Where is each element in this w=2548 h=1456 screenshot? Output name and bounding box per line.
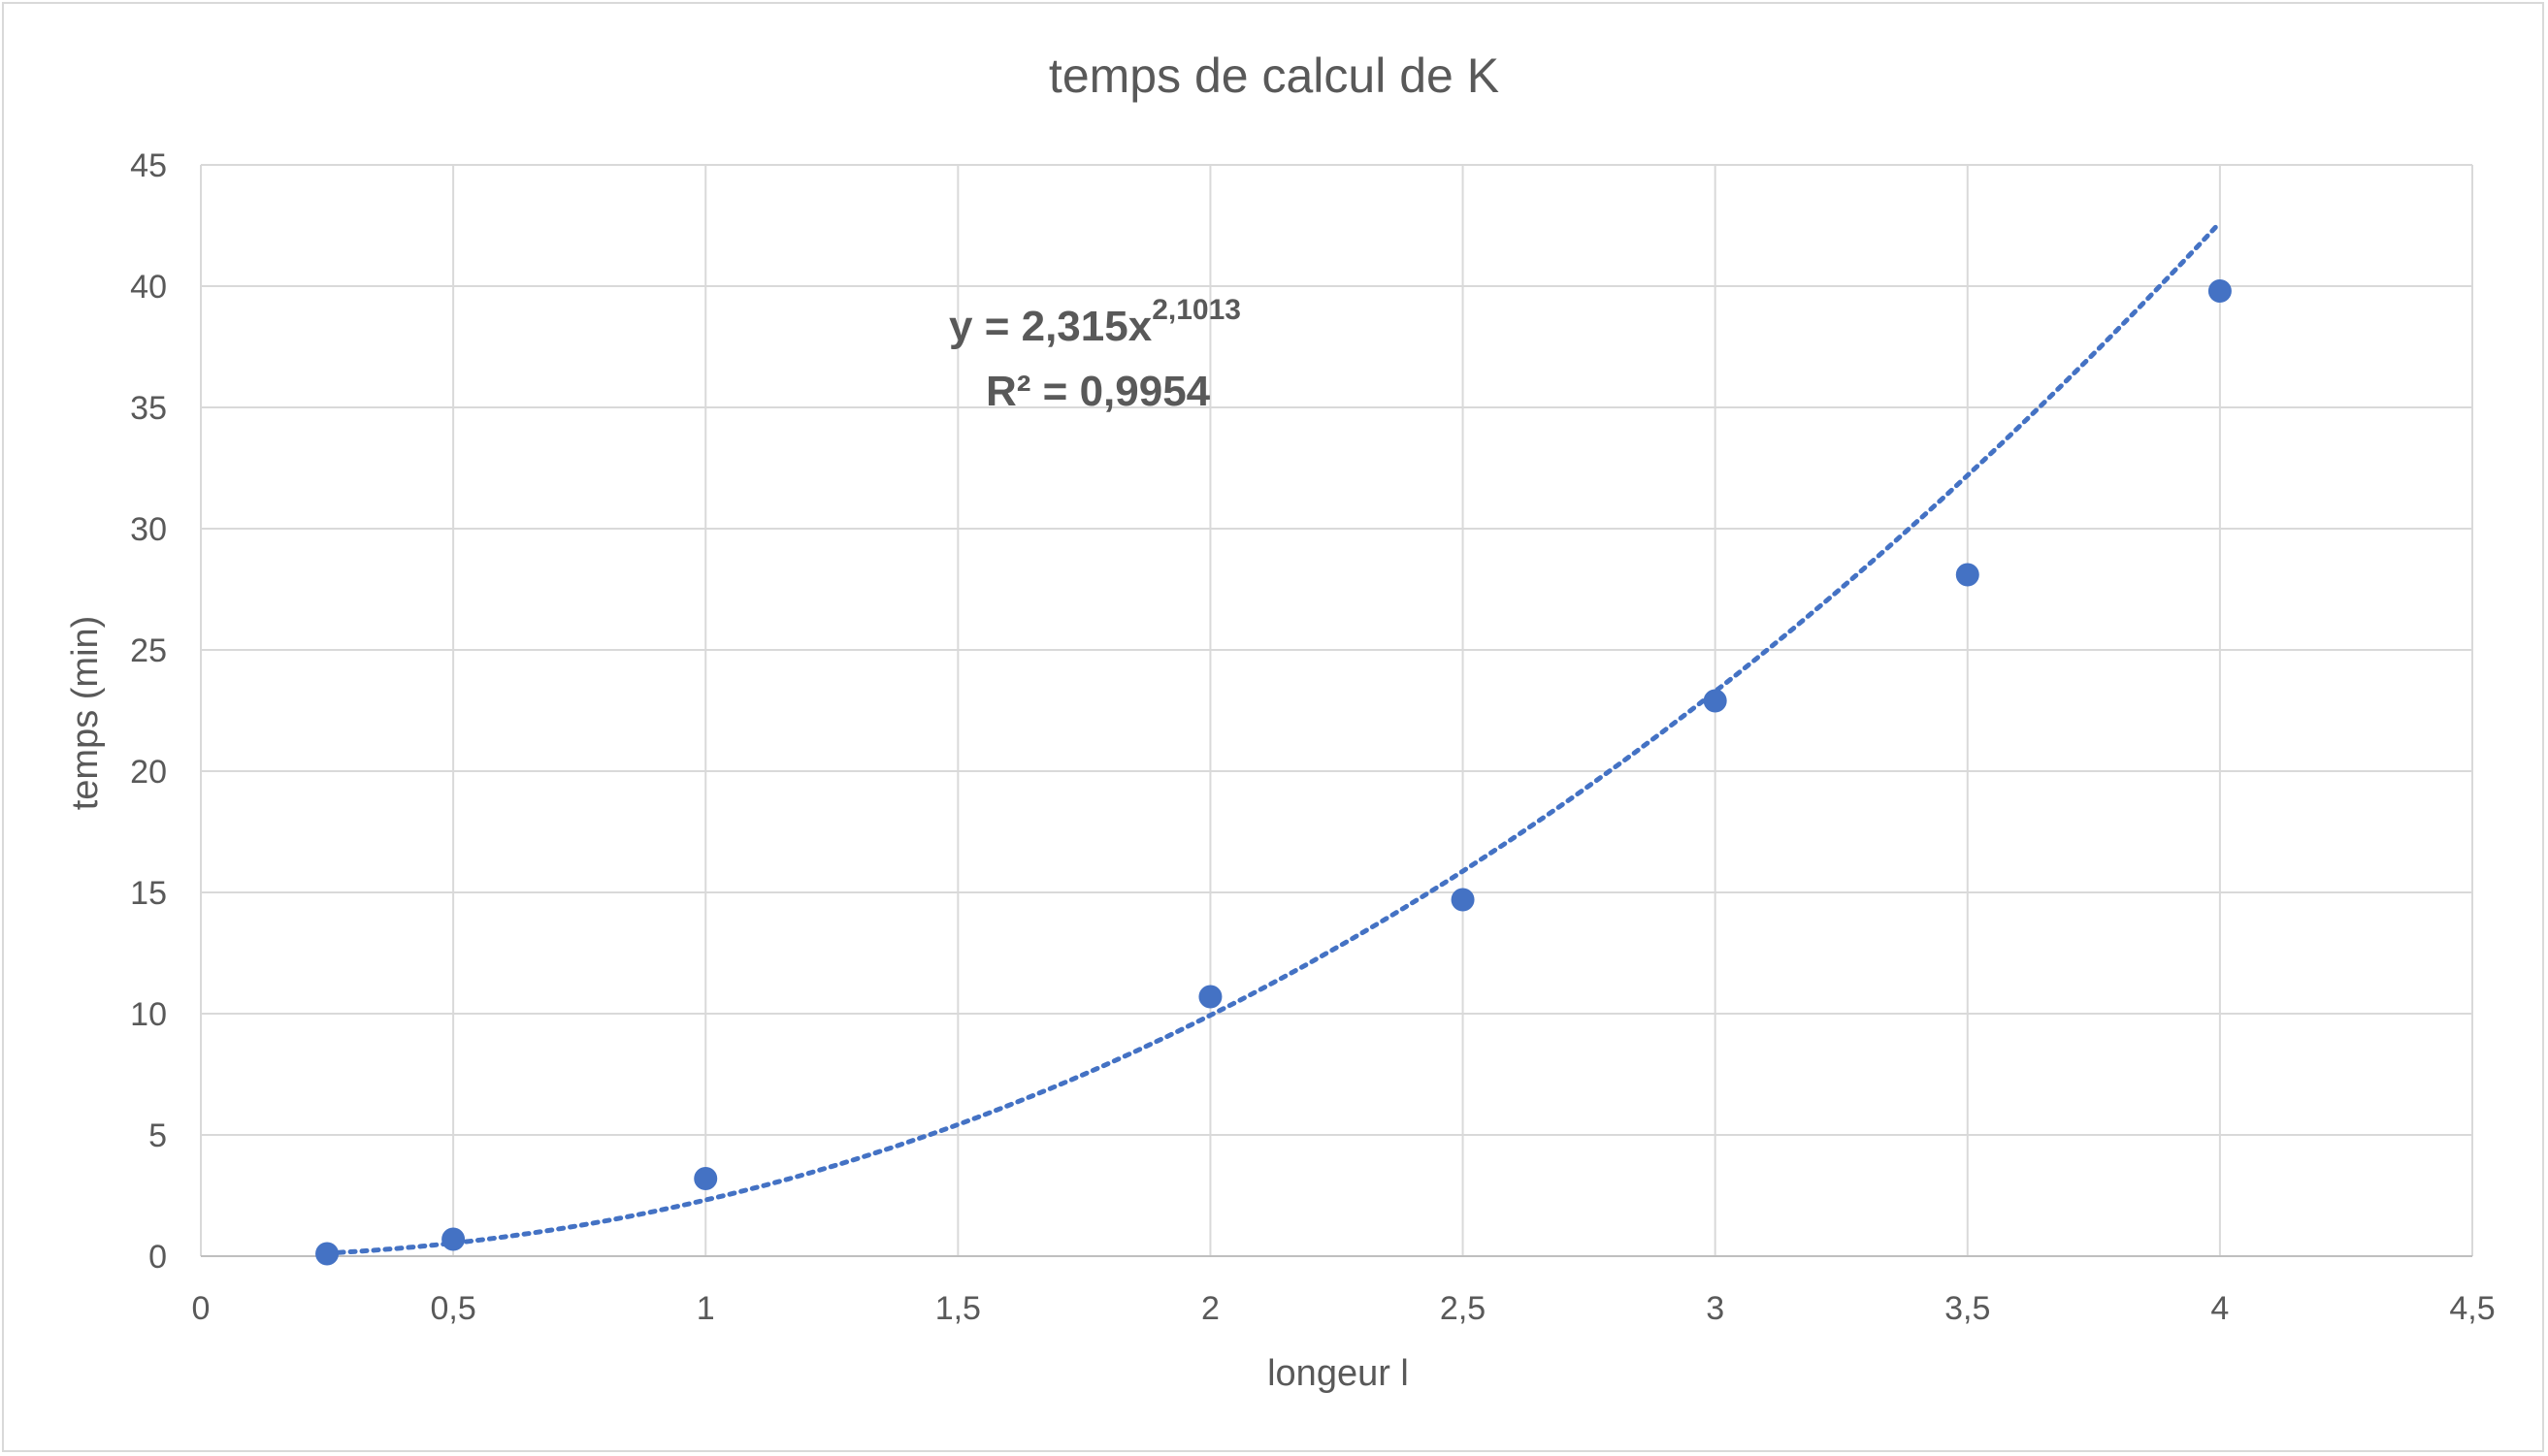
x-tick-label: 4 bbox=[2210, 1290, 2229, 1327]
data-points bbox=[315, 279, 2232, 1266]
x-tick-label: 0 bbox=[192, 1290, 211, 1327]
x-tick-label: 3,5 bbox=[1944, 1290, 1990, 1327]
y-tick-label: 20 bbox=[130, 754, 167, 791]
data-point bbox=[1703, 689, 1727, 713]
y-tick-label: 10 bbox=[130, 996, 167, 1033]
x-tick-label: 2,5 bbox=[1440, 1290, 1486, 1327]
x-axis-title: longeur l bbox=[1267, 1353, 1409, 1394]
x-tick-label: 0,5 bbox=[430, 1290, 475, 1327]
y-tick-label: 40 bbox=[130, 269, 167, 306]
y-tick-label: 5 bbox=[148, 1117, 167, 1154]
trendline-group bbox=[324, 219, 2223, 1256]
y-tick-label: 35 bbox=[130, 390, 167, 427]
trendline-equation-exponent: 2,1013 bbox=[1152, 294, 1241, 326]
data-point bbox=[694, 1167, 718, 1190]
x-tick-label: 1,5 bbox=[935, 1290, 981, 1327]
chart-title: temps de calcul de K bbox=[1049, 49, 1499, 103]
data-point bbox=[1451, 888, 1475, 912]
data-point bbox=[1198, 985, 1223, 1009]
y-axis-title: temps (min) bbox=[65, 616, 106, 811]
x-tick-label: 1 bbox=[697, 1290, 715, 1327]
x-tick-label: 3 bbox=[1706, 1290, 1724, 1327]
tick-labels: 0 0,5 1 1,5 2 2,5 3 3,5 4 4,5 0 5 10 15 20 25 30 35 40 45 bbox=[130, 147, 2495, 1327]
data-point bbox=[441, 1227, 466, 1251]
data-point bbox=[2207, 279, 2232, 303]
data-point bbox=[1955, 563, 1979, 587]
y-tick-label: 15 bbox=[130, 875, 167, 912]
data-point bbox=[315, 1242, 340, 1266]
trendline-equation: y = 2,315x2,1013 bbox=[949, 294, 1241, 350]
y-tick-label: 0 bbox=[148, 1239, 167, 1276]
trendline bbox=[324, 219, 2223, 1256]
y-tick-label: 45 bbox=[130, 147, 167, 184]
gridlines bbox=[200, 164, 2473, 1257]
trendline-equation-base: y = 2,315x bbox=[949, 303, 1153, 350]
x-tick-label: 2 bbox=[1201, 1290, 1220, 1327]
x-tick-label: 4,5 bbox=[2449, 1290, 2495, 1327]
y-tick-label: 30 bbox=[130, 511, 167, 548]
trendline-r-squared: R² = 0,9954 bbox=[986, 368, 1211, 415]
y-tick-label: 25 bbox=[130, 632, 167, 669]
